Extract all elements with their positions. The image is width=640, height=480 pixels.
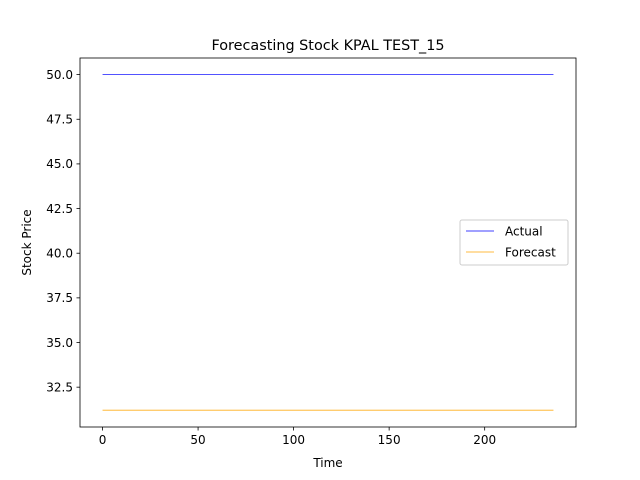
- y-tick-label: 40.0: [46, 247, 73, 261]
- x-tick-label: 100: [282, 433, 305, 447]
- x-tick-label: 150: [378, 433, 401, 447]
- x-tick-label: 200: [473, 433, 496, 447]
- y-axis: 32.5 35.0 37.5 40.0 42.5 45.0 47.5 50.0: [46, 68, 80, 394]
- y-tick-label: 47.5: [46, 113, 73, 127]
- legend-label-actual: Actual: [505, 225, 543, 239]
- legend: Actual Forecast: [459, 219, 569, 266]
- y-axis-title: Stock Price: [20, 209, 34, 275]
- chart-title: Forecasting Stock KPAL TEST_15: [211, 38, 444, 54]
- axes-spines: [79, 57, 577, 428]
- y-tick-label: 42.5: [46, 202, 73, 216]
- y-tick-label: 37.5: [46, 291, 73, 305]
- legend-label-forecast: Forecast: [505, 246, 556, 260]
- y-tick-label: 45.0: [46, 157, 73, 171]
- x-tick-label: 50: [190, 433, 205, 447]
- x-axis-title: Time: [312, 456, 342, 470]
- y-tick-label: 32.5: [46, 380, 73, 394]
- y-tick-label: 35.0: [46, 336, 73, 350]
- y-tick-label: 50.0: [46, 68, 73, 82]
- x-axis: 0 50 100 150 200: [99, 427, 496, 447]
- x-tick-label: 0: [99, 433, 107, 447]
- series-layer: [102, 74, 554, 411]
